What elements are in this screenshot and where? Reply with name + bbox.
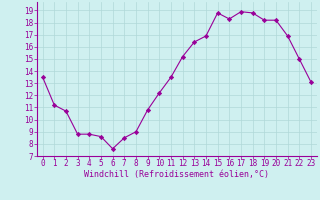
X-axis label: Windchill (Refroidissement éolien,°C): Windchill (Refroidissement éolien,°C) <box>84 170 269 179</box>
